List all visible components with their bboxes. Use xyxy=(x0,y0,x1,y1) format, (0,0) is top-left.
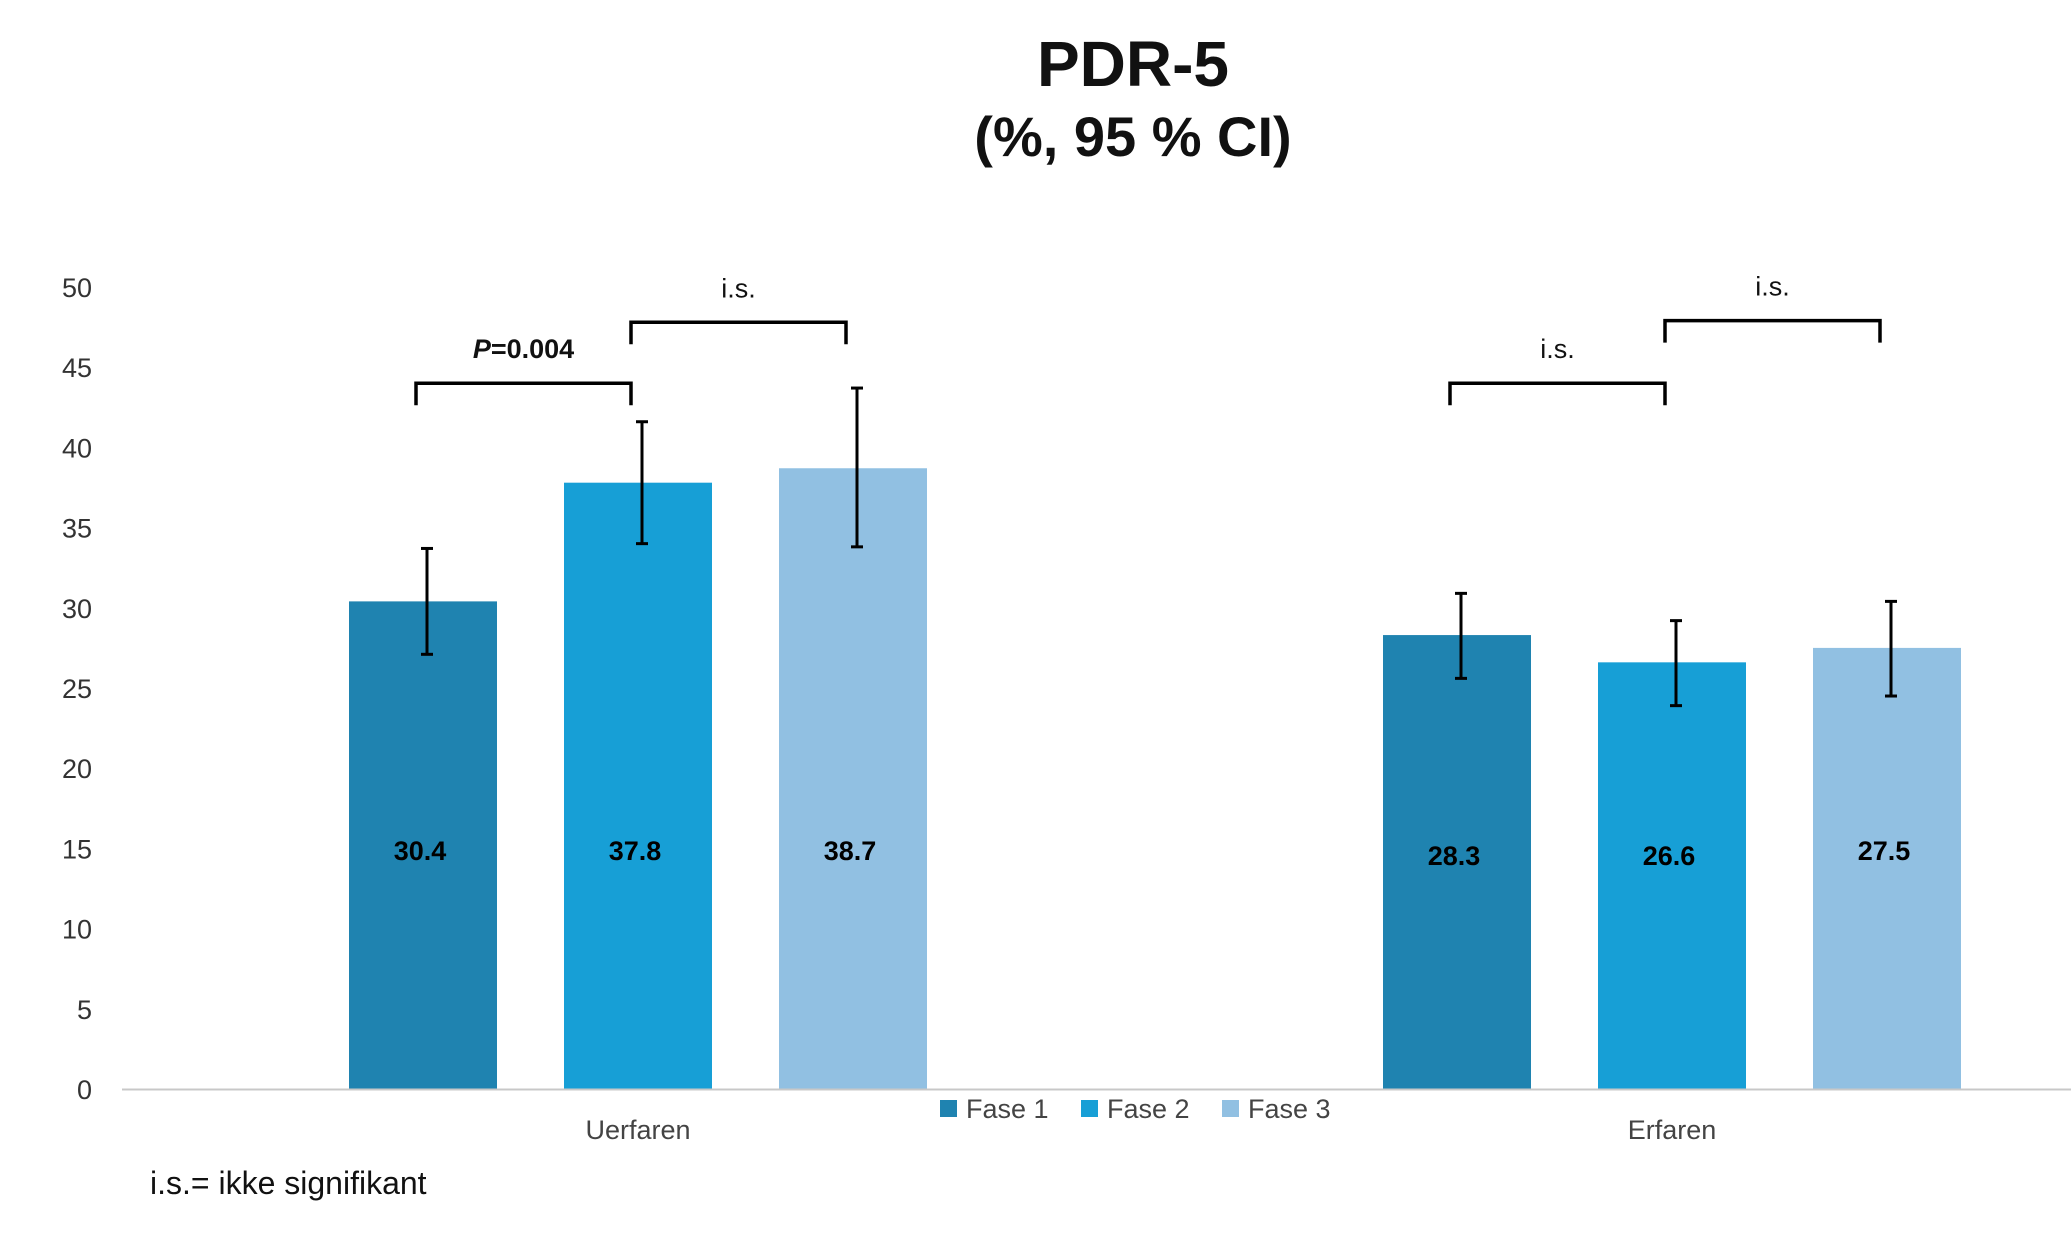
y-tick-label: 30 xyxy=(62,594,92,624)
legend-swatch xyxy=(1222,1100,1239,1117)
data-label: 28.3 xyxy=(1428,841,1481,871)
p-value-prefix: P xyxy=(473,334,492,364)
significance-value: i.s. xyxy=(1540,334,1575,364)
chart-title: PDR-5 xyxy=(1037,28,1229,100)
bar xyxy=(349,601,497,1089)
chart-subtitle: (%, 95 % CI) xyxy=(974,105,1291,168)
significance-bracket xyxy=(414,381,633,406)
data-label: 38.7 xyxy=(824,836,877,866)
significance-bracket xyxy=(629,320,848,345)
significance-value: i.s. xyxy=(721,273,756,303)
significance-value: i.s. xyxy=(1755,272,1790,302)
error-bars xyxy=(421,386,1897,708)
x-axis: Uerfaren Erfaren xyxy=(122,1088,2071,1145)
legend-label: Fase 1 xyxy=(966,1094,1049,1124)
significance-label: i.s. xyxy=(1540,334,1575,364)
data-labels: 30.4 28.3 37.8 26.6 38.7 27.5 xyxy=(394,836,1911,871)
significance-label: i.s. xyxy=(1755,272,1790,302)
y-axis: 0 5 10 15 20 25 30 35 40 45 50 xyxy=(62,273,92,1105)
legend-swatch xyxy=(940,1100,957,1117)
significance-bracket xyxy=(1663,318,1882,343)
data-label: 30.4 xyxy=(394,836,447,866)
significance-label: i.s. xyxy=(721,273,756,303)
y-tick-label: 0 xyxy=(77,1075,92,1105)
bar xyxy=(564,482,712,1089)
y-tick-label: 50 xyxy=(62,273,92,303)
bars xyxy=(349,468,1961,1089)
legend: Fase 1 Fase 2 Fase 3 xyxy=(940,1094,1331,1124)
data-label: 26.6 xyxy=(1643,841,1696,871)
legend-swatch xyxy=(1081,1100,1098,1117)
significance-label: P=0.004 xyxy=(473,334,574,364)
y-tick-label: 45 xyxy=(62,353,92,383)
y-tick-label: 20 xyxy=(62,754,92,784)
y-tick-label: 25 xyxy=(62,674,92,704)
bar xyxy=(779,468,927,1089)
bar xyxy=(1598,662,1746,1089)
bar xyxy=(1813,647,1961,1089)
bar xyxy=(1383,635,1531,1089)
x-category-label: Erfaren xyxy=(1628,1115,1717,1145)
significance-brackets: P=0.004 i.s. i.s. i.s. xyxy=(414,272,1882,406)
significance-bracket xyxy=(1448,381,1667,406)
data-label: 37.8 xyxy=(609,836,662,866)
y-tick-label: 10 xyxy=(62,915,92,945)
y-tick-label: 15 xyxy=(62,834,92,864)
y-tick-label: 35 xyxy=(62,514,92,544)
y-tick-label: 5 xyxy=(77,995,92,1025)
x-category-label: Uerfaren xyxy=(585,1115,690,1145)
significance-value: =0.004 xyxy=(491,334,574,364)
legend-label: Fase 2 xyxy=(1107,1094,1190,1124)
footnote: i.s.= ikke signifikant xyxy=(150,1165,427,1201)
data-label: 27.5 xyxy=(1858,836,1911,866)
y-tick-label: 40 xyxy=(62,433,92,463)
legend-label: Fase 3 xyxy=(1248,1094,1331,1124)
